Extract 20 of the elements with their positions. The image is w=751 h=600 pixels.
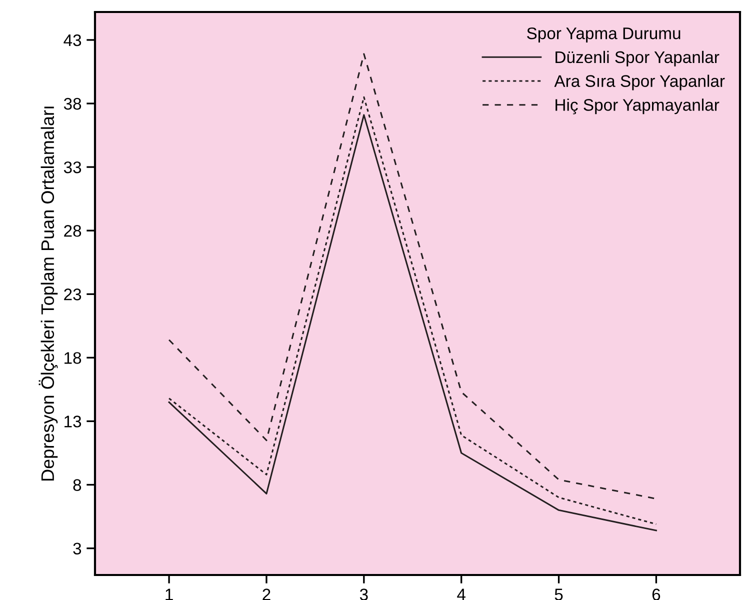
y-tick-label: 18 [64, 352, 82, 364]
y-tick-label: 33 [64, 161, 82, 174]
y-tick-label: 28 [64, 224, 82, 237]
legend-label: Hiç Spor Yapmayanlar [556, 98, 720, 114]
y-tick-label: 3 [73, 542, 82, 555]
x-tick-label: 1 [166, 588, 173, 600]
legend-label: Ara Sıra Spor Yapanlar [554, 74, 725, 90]
x-tick-label: 3 [360, 588, 368, 600]
x-tick-label: 2 [262, 588, 270, 600]
legend-title: Spor Yapma Durumu [527, 27, 680, 43]
y-tick-label: 13 [64, 416, 82, 428]
x-tick-label: 4 [457, 588, 466, 600]
legend-label: Düzenli Spor Yapanlar [556, 50, 720, 66]
y-tick-label: 43 [64, 34, 82, 46]
y-tick-label: 8 [73, 479, 82, 491]
y-tick-label: 38 [64, 98, 82, 110]
y-axis-title: Depresyon Ölçekleri Toplam Puan Ortalamaları [38, 106, 58, 481]
x-tick-label: 6 [652, 588, 660, 600]
y-tick-label: 23 [64, 288, 82, 300]
x-tick-label: 5 [554, 588, 563, 600]
